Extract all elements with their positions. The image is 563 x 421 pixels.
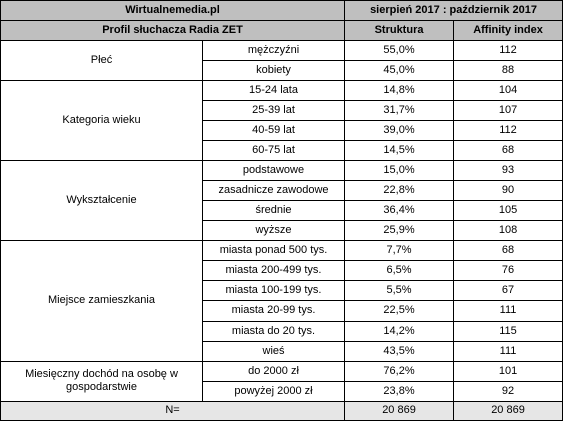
table-row: zasadnicze zawodowe 22,8% 90 [1,180,563,202]
struktura-cell: 43,5% [344,340,455,362]
table-row: Kategoria wieku 15-24 lata 14,8% 104 [0,80,563,162]
affinity-cell: 68 [453,140,563,162]
footer-struktura: 20 869 [344,400,455,421]
affinity-cell: 88 [453,60,563,82]
table-row: powyżej 2000 zł 23,8% 92 [1,380,563,402]
group-label: Wykształcenie [0,160,203,242]
category-cell: 15-24 lata [201,80,346,102]
category-cell: 40-59 lat [201,120,346,142]
affinity-cell: 101 [453,360,563,382]
struktura-cell: 76,2% [344,360,455,382]
footer-affinity: 20 869 [453,400,563,421]
category-cell: 25-39 lat [201,100,346,122]
struktura-cell: 45,0% [344,60,455,82]
profile-title: Profil słuchacza Radia ZET [0,20,346,42]
footer-label: N= [0,400,346,421]
struktura-cell: 22,8% [344,180,455,202]
affinity-cell: 112 [453,120,563,142]
table-row: Wykształcenie podstawowe 15,0% 93 [0,160,563,242]
struktura-cell: 39,0% [344,120,455,142]
struktura-cell: 23,8% [344,380,455,402]
category-cell: mężczyźni [201,40,346,62]
table-row: miasta 200-499 tys. 6,5% 76 [1,260,563,282]
category-cell: powyżej 2000 zł [201,380,346,402]
column-header-struktura: Struktura [344,20,455,42]
table-row: średnie 36,4% 105 [1,200,563,222]
struktura-cell: 25,9% [344,220,455,242]
category-cell: miasta do 20 tys. [201,320,346,342]
table-row: Miejsce zamieszkania miasta ponad 500 tys… [0,240,563,362]
table-row: wieś 43,5% 111 [1,340,563,362]
category-cell: miasta 20-99 tys. [201,300,346,322]
group-label: Miejsce zamieszkania [0,240,203,362]
affinity-cell: 104 [453,80,563,102]
struktura-cell: 55,0% [344,40,455,62]
category-cell: miasta ponad 500 tys. [201,240,346,262]
period-label: sierpień 2017 : październik 2017 [344,0,563,22]
footer-row: N= 20 869 20 869 [0,400,563,421]
category-cell: zasadnicze zawodowe [201,180,346,202]
affinity-cell: 93 [453,160,563,182]
struktura-cell: 36,4% [344,200,455,222]
header-row-columns: Profil słuchacza Radia ZET Struktura Aff… [0,20,563,42]
table-row: miasta 100-199 tys. 5,5% 67 [1,280,563,302]
table-row: wyższe 25,9% 108 [1,220,563,242]
source-label: Wirtualnemedia.pl [0,0,346,22]
category-cell: kobiety [201,60,346,82]
struktura-cell: 31,7% [344,100,455,122]
group-label: Płeć [0,40,203,82]
table-row: Miesięczny dochód na osobę w gospodarstw… [0,360,563,402]
struktura-cell: 14,8% [344,80,455,102]
category-cell: 60-75 lat [201,140,346,162]
struktura-cell: 6,5% [344,260,455,282]
affinity-cell: 105 [453,200,563,222]
category-cell: wyższe [201,220,346,242]
affinity-cell: 92 [453,380,563,402]
affinity-cell: 108 [453,220,563,242]
header-row-source: Wirtualnemedia.pl sierpień 2017 : paździ… [0,0,563,22]
struktura-cell: 14,2% [344,320,455,342]
affinity-cell: 76 [453,260,563,282]
group-label: Miesięczny dochód na osobę w gospodarstw… [0,360,203,402]
affinity-cell: 67 [453,280,563,302]
category-cell: średnie [201,200,346,222]
affinity-cell: 115 [453,320,563,342]
category-cell: podstawowe [201,160,346,182]
category-cell: miasta 100-199 tys. [201,280,346,302]
struktura-cell: 14,5% [344,140,455,162]
affinity-cell: 112 [453,40,563,62]
column-header-affinity: Affinity index [453,20,563,42]
struktura-cell: 15,0% [344,160,455,182]
table-row: Płeć mężczyźni 55,0% 112 [0,40,563,82]
group-label: Kategoria wieku [0,80,203,162]
affinity-cell: 68 [453,240,563,262]
struktura-cell: 22,5% [344,300,455,322]
affinity-cell: 111 [453,300,563,322]
struktura-cell: 5,5% [344,280,455,302]
struktura-cell: 7,7% [344,240,455,262]
category-cell: wieś [201,340,346,362]
table-row: 60-75 lat 14,5% 68 [1,140,563,162]
category-cell: miasta 200-499 tys. [201,260,346,282]
table-row: 25-39 lat 31,7% 107 [1,100,563,122]
affinity-cell: 90 [453,180,563,202]
affinity-cell: 107 [453,100,563,122]
category-cell: do 2000 zł [201,360,346,382]
affinity-cell: 111 [453,340,563,362]
